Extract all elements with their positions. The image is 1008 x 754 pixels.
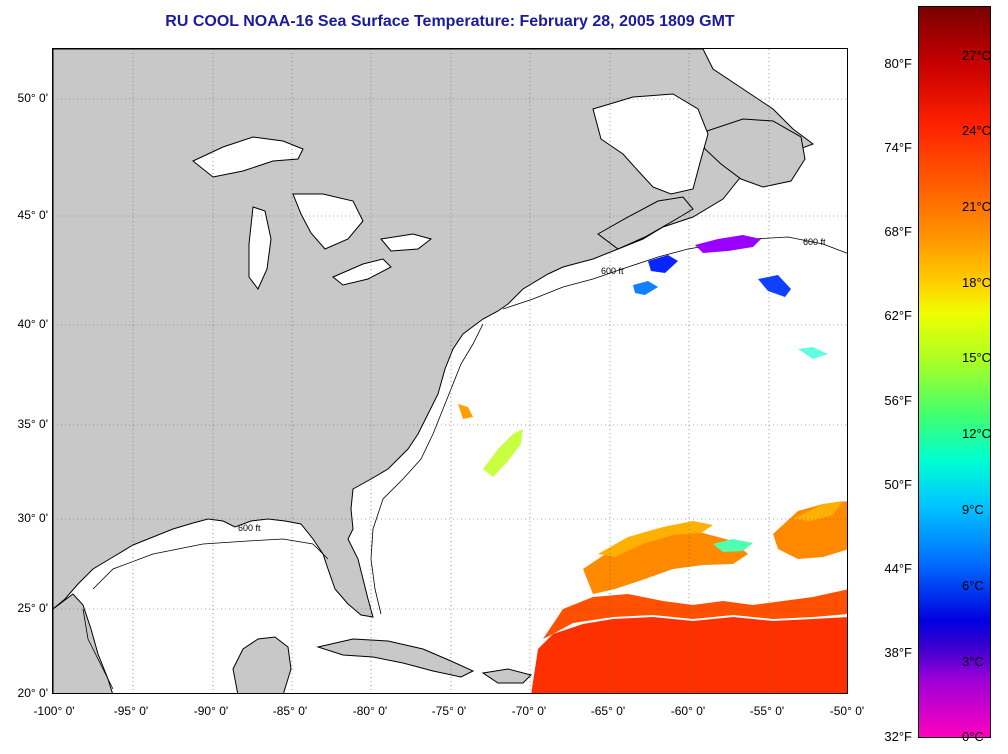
lake-michigan (248, 206, 272, 290)
lon-label-55: -55° 0' (749, 704, 785, 718)
land-nova-scotia (597, 196, 694, 250)
lon-label-65: -65° 0' (590, 704, 626, 718)
lake-erie (332, 258, 392, 286)
lat-label-50: 50° 0' (17, 91, 48, 105)
lon-label-90: -90° 0' (193, 704, 229, 718)
colorbar-c-label: 24°C (962, 123, 992, 138)
lon-label-50: -50° 0' (829, 704, 865, 718)
lat-label-40: 40° 0' (17, 317, 48, 331)
map-canvas: 600 ft 600 ft 600 ft (53, 49, 847, 693)
land-hispaniola (481, 668, 532, 684)
lon-label-100: -100° 0' (33, 704, 75, 718)
sst-data (458, 235, 847, 693)
isobath-label: 600 ft (238, 523, 261, 533)
colorbar-f-label: 50°F (884, 477, 912, 492)
land-north-america (53, 49, 815, 618)
lat-label-45: 45° 0' (17, 208, 48, 222)
lon-label-60: -60° 0' (670, 704, 706, 718)
colorbar-f-label: 32°F (884, 729, 912, 744)
lon-label-95: -95° 0' (113, 704, 149, 718)
lat-label-35: 35° 0' (17, 417, 48, 431)
colorbar-c-label: 27°C (962, 48, 992, 63)
lake-huron (292, 193, 364, 250)
colorbar-c-label: 15°C (962, 350, 992, 365)
lake-ontario (380, 233, 433, 252)
colorbar-c-label: 6°C (962, 578, 984, 593)
isobath-600ft (82, 236, 847, 690)
sst-map[interactable]: 600 ft 600 ft 600 ft (52, 48, 848, 694)
temperature-colorbar (918, 6, 991, 738)
colorbar-f-label: 80°F (884, 56, 912, 71)
colorbar-c-label: 0°C (962, 729, 984, 744)
isobath-label: 600 ft (601, 266, 624, 276)
colorbar-c-label: 21°C (962, 199, 992, 214)
land-cuba (316, 638, 475, 678)
isobath-labels: 600 ft 600 ft 600 ft (238, 237, 826, 533)
colorbar-f-label: 56°F (884, 393, 912, 408)
lat-label-20: 20° 0' (17, 686, 48, 700)
colorbar-c-label: 18°C (962, 275, 992, 290)
land-newfoundland (697, 118, 806, 188)
colorbar-f-label: 74°F (884, 140, 912, 155)
lon-label-75: -75° 0' (431, 704, 467, 718)
colorbar-c-label: 9°C (962, 502, 984, 517)
lon-label-85: -85° 0' (272, 704, 308, 718)
colorbar-f-label: 44°F (884, 561, 912, 576)
isobath-label: 600 ft (803, 237, 826, 247)
colorbar-f-label: 68°F (884, 224, 912, 239)
lon-label-80: -80° 0' (352, 704, 388, 718)
colorbar-f-label: 38°F (884, 645, 912, 660)
land-yucatan (232, 636, 292, 693)
graticule (53, 49, 847, 693)
colorbar-c-label: 3°C (962, 654, 984, 669)
lake-superior (192, 136, 304, 178)
map-title: RU COOL NOAA-16 Sea Surface Temperature:… (165, 13, 735, 30)
lon-label-70: -70° 0' (511, 704, 547, 718)
colorbar-f-label: 62°F (884, 308, 912, 323)
lat-label-30: 30° 0' (17, 511, 48, 525)
gulf-st-lawrence (592, 93, 709, 195)
colorbar-c-label: 12°C (962, 426, 992, 441)
lat-label-25: 25° 0' (17, 601, 48, 615)
land-mexico (53, 593, 113, 693)
